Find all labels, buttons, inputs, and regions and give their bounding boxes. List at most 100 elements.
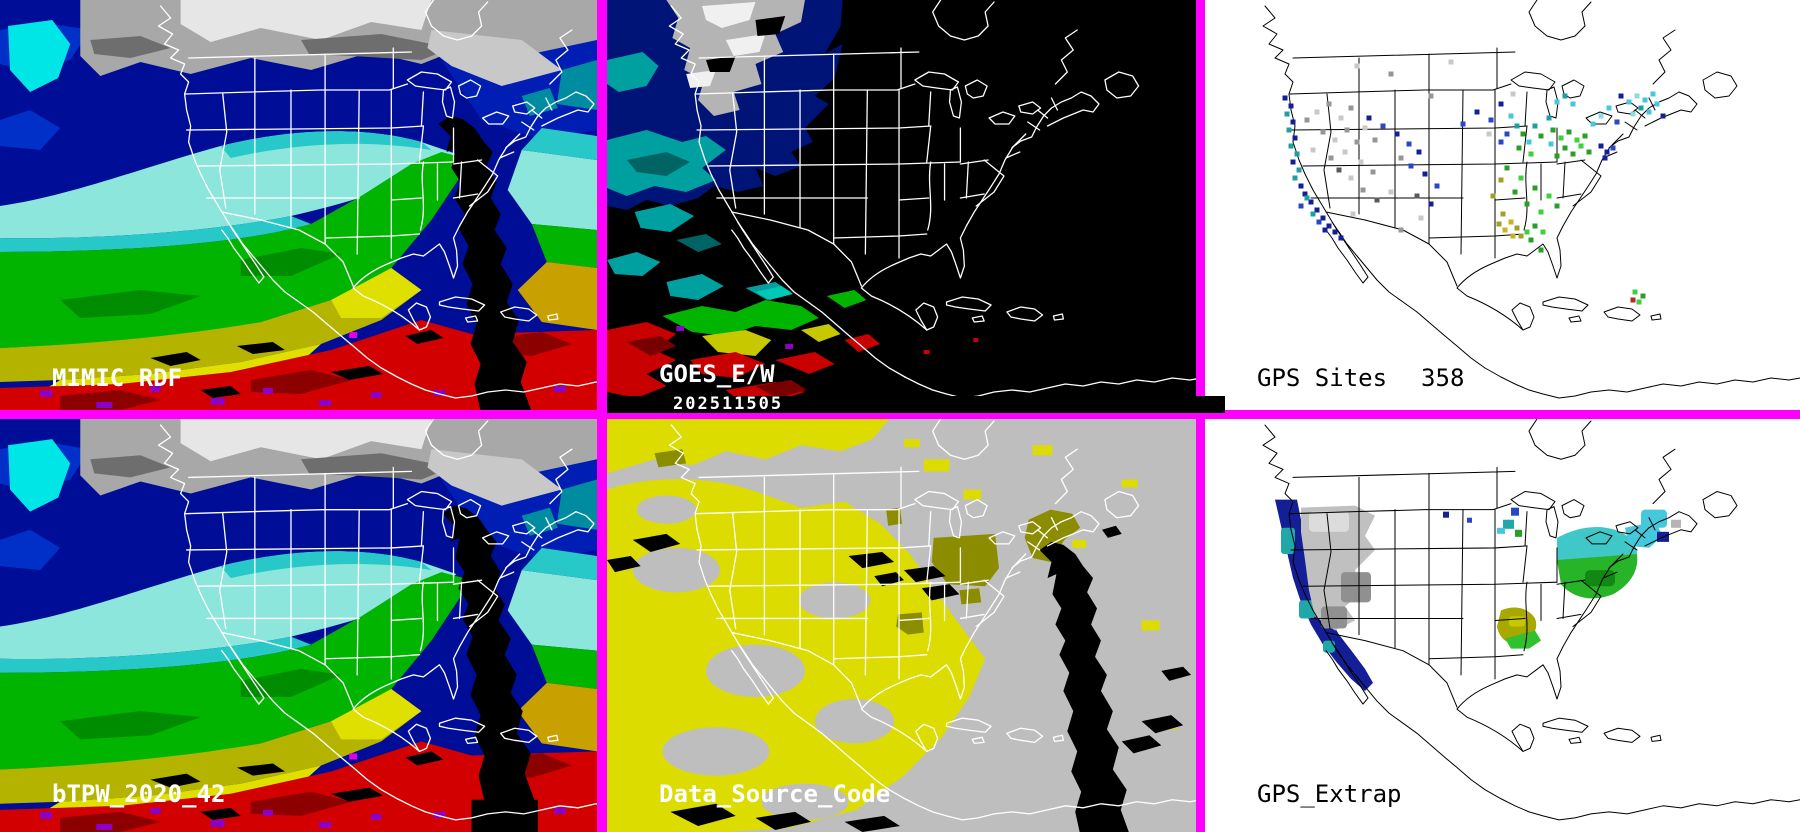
panel-btpw: bTPW_2020_42 (0, 419, 597, 832)
gps-site-dot (1374, 197, 1380, 203)
gps-site-dot (1626, 99, 1632, 105)
gps-site-dot (1500, 211, 1506, 217)
btpw-image (0, 419, 597, 832)
gps-site-dot (1372, 137, 1378, 143)
gps-site-dot (1326, 101, 1332, 107)
gps-site-dot (1422, 171, 1428, 177)
gps-site-dot (1292, 175, 1298, 181)
gps-site-dot (1370, 169, 1376, 175)
gps-site-dot (1380, 123, 1386, 129)
gps-site-dot (1314, 109, 1320, 115)
gps-site-dot (1590, 121, 1596, 127)
gps-site-dot (1428, 93, 1434, 99)
panel-mimic-rdf: MIMIC RDF (0, 0, 597, 410)
gps-site-dot (1332, 137, 1338, 143)
gps-site-dot (1448, 59, 1454, 65)
gps-site-dot (1546, 115, 1552, 121)
gps-sites-image (1262, 0, 1800, 399)
gps-site-dot (1304, 195, 1310, 201)
gps-site-dot (1408, 163, 1414, 169)
gps-site-dot (1598, 113, 1604, 119)
gps-site-dot (1498, 177, 1504, 183)
gps-site-dot (1496, 221, 1502, 227)
gps-site-dot (1630, 297, 1636, 303)
gps-site-dot (1570, 151, 1576, 157)
gps-site-dot (1394, 131, 1400, 137)
gps-site-dot (1298, 203, 1304, 209)
gps-site-dot (1296, 167, 1302, 173)
gps-site-dot (1290, 119, 1296, 125)
gps-site-dot (1606, 105, 1612, 111)
gps-site-dot (1570, 101, 1576, 107)
gps-site-dot (1548, 141, 1554, 147)
gps-site-dot (1304, 117, 1310, 123)
gps-site-dot (1632, 289, 1638, 295)
gps-site-dot (1508, 113, 1514, 119)
gps-site-dot (1328, 155, 1334, 161)
gps-site-dot (1504, 131, 1510, 137)
gps-site-dot (1288, 143, 1294, 149)
gps-site-dot (1562, 145, 1568, 151)
gps-site-dot (1646, 109, 1652, 115)
gps-site-dot (1574, 137, 1580, 143)
gps-site-dot (1498, 139, 1504, 145)
gps-site-dot (1538, 209, 1544, 215)
gps-site-dot (1314, 207, 1320, 213)
gps-site-dot (1602, 155, 1608, 161)
gps-site-dot (1636, 299, 1642, 305)
gps-site-dot (1510, 91, 1516, 97)
gps-site-dot (1320, 129, 1326, 135)
gps-site-dot (1660, 113, 1666, 119)
gps-site-dot (1284, 111, 1290, 117)
gps-site-dot (1358, 159, 1364, 165)
gps-site-dot (1508, 219, 1514, 225)
gps-site-dot (1348, 175, 1354, 181)
gps-site-dot (1292, 135, 1298, 141)
gps-site-dot (1598, 143, 1604, 149)
gps-site-dot (1566, 129, 1572, 135)
gps-site-dot (1398, 227, 1404, 233)
gps-site-dot (1516, 145, 1522, 151)
gps-site-dot (1416, 149, 1422, 155)
gps-site-dot (1502, 227, 1508, 233)
gps-site-dot (1486, 131, 1492, 137)
gps-site-dot (1326, 223, 1332, 229)
gps-site-dot (1342, 149, 1348, 155)
gps-site-dot (1290, 159, 1296, 165)
gps-site-dot (1518, 233, 1524, 239)
gps-site-dot (1604, 149, 1610, 155)
gps-site-dot (1366, 115, 1372, 121)
gps-site-dot (1538, 133, 1544, 139)
gps-extrap-image (1205, 419, 1800, 832)
panel-data-source-code: Data_Source_Code (607, 419, 1196, 832)
gps-site-dot (1488, 117, 1494, 123)
gps-site-dot (1350, 211, 1356, 217)
gps-site-dot (1354, 63, 1360, 69)
data-source-image (607, 419, 1196, 832)
gps-site-dot (1554, 153, 1560, 159)
gps-site-dot (1532, 223, 1538, 229)
gps-site-dot (1638, 105, 1644, 111)
gps-site-dot (1540, 229, 1546, 235)
gps-site-dot (1322, 227, 1328, 233)
gps-site-dot (1336, 167, 1342, 173)
gps-site-dot (1428, 201, 1434, 207)
gps-site-dot (1302, 191, 1308, 197)
gps-site-dot (1360, 187, 1366, 193)
gps-site-dot (1288, 103, 1294, 109)
gps-site-dot (1554, 203, 1560, 209)
gps-site-dot (1526, 139, 1532, 145)
gps-site-dot (1558, 135, 1564, 141)
gps-site-dot (1520, 131, 1526, 137)
gps-site-dot (1618, 93, 1624, 99)
gps-site-dot (1514, 123, 1520, 129)
gps-site-dot (1562, 93, 1568, 99)
gps-site-dot (1388, 71, 1394, 77)
gps-site-dot (1640, 293, 1646, 299)
gps-site-dot (1332, 229, 1338, 235)
gps-site-dot (1298, 183, 1304, 189)
gps-site-dot (1398, 155, 1404, 161)
gps-site-dot (1514, 225, 1520, 231)
gps-site-dot (1578, 143, 1584, 149)
